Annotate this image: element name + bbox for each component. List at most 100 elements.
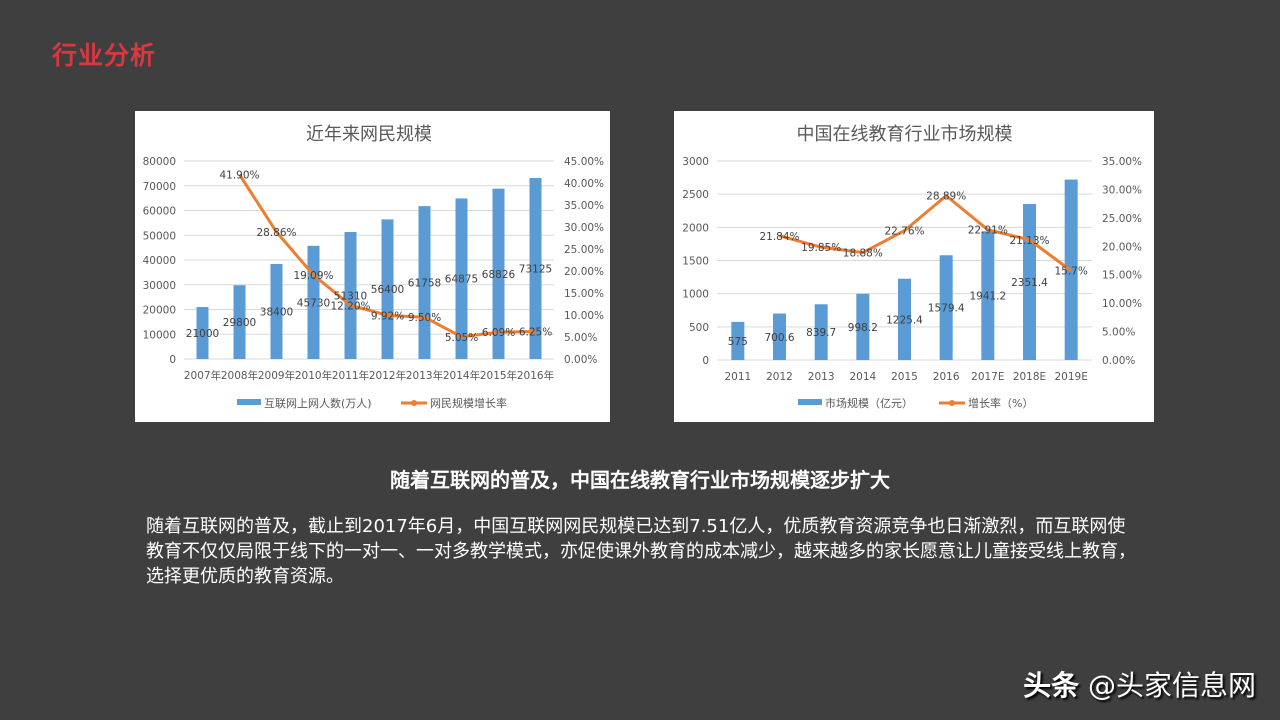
bar-value-label: 839.7 [806, 327, 836, 339]
bar-value-label: 38400 [260, 306, 293, 318]
bar [731, 321, 745, 360]
bar [233, 285, 246, 359]
x-tick: 2012 [766, 371, 793, 383]
x-tick: 2011年 [332, 369, 369, 382]
line-value-label: 19.85% [801, 242, 841, 254]
x-tick: 2015年 [480, 369, 517, 382]
x-tick: 2008年 [221, 369, 258, 382]
legend-bar-label: 市场规模（亿元） [825, 396, 913, 410]
y-right-tick: 5.00% [1102, 327, 1135, 339]
line-value-label: 21.13% [1009, 235, 1049, 247]
y-left-tick: 20000 [143, 305, 176, 317]
bar-value-label: 56400 [371, 284, 404, 296]
y-left-tick: 3000 [682, 156, 709, 168]
y-right-tick: 0.00% [1102, 355, 1135, 367]
bar-value-label: 68826 [482, 269, 516, 281]
legend-line-marker [411, 400, 417, 406]
bar-value-label: 998.2 [848, 322, 878, 334]
y-left-tick: 2500 [682, 189, 709, 201]
bar-value-label: 64875 [445, 274, 478, 286]
y-left-tick: 2000 [682, 222, 709, 234]
y-right-tick: 35.00% [1102, 156, 1142, 168]
bar-value-label: 2351.4 [1011, 277, 1048, 289]
line-value-label: 41.90% [219, 170, 259, 182]
line-value-label: 28.89% [926, 191, 966, 203]
y-right-tick: 15.00% [564, 288, 604, 300]
x-tick: 2018E [1013, 371, 1046, 383]
chart-online-education-plot: 中国在线教育行业市场规模 0 500 1000 1500 2000 2500 3000 0.00… [682, 124, 1142, 410]
body-paragraph: 随着互联网的普及，截止到2017年6月，中国互联网网民规模已达到7.51亿人，优… [146, 516, 1136, 587]
y-left-tick: 500 [689, 322, 709, 334]
bar-value-label: 1941.2 [969, 291, 1006, 303]
chart-online-education-market: 中国在线教育行业市场规模 0 500 1000 1500 2000 2500 3000 0.00… [674, 111, 1154, 422]
line-value-label: 6.09% [482, 327, 515, 339]
line-value-label: 5.05% [445, 332, 478, 344]
line-value-label: 9.92% [371, 310, 404, 322]
line-value-label: 21.84% [759, 231, 799, 243]
y-right-tick: 30.00% [1102, 184, 1142, 196]
legend-bar-swatch [798, 399, 822, 405]
x-tick: 2010年 [295, 369, 332, 382]
y-left-tick: 1500 [682, 256, 709, 268]
y-right-tick: 35.00% [564, 200, 604, 212]
y-right-tick: 25.00% [564, 244, 604, 256]
watermark-brand: 头条 [1023, 669, 1080, 702]
y-left-tick: 80000 [143, 156, 176, 168]
y-left-tick: 40000 [143, 255, 176, 267]
bar-value-label: 21000 [186, 328, 219, 340]
bar [814, 304, 828, 360]
page-title: 行业分析 [52, 41, 157, 70]
y-right-tick: 30.00% [564, 222, 604, 234]
line-value-label: 18.88% [843, 248, 883, 260]
line-value-label: 12.20% [330, 300, 370, 312]
bar [939, 255, 953, 360]
bar-value-label: 45730 [297, 297, 330, 309]
x-tick: 2015 [891, 371, 918, 383]
line-value-label: 28.86% [256, 227, 296, 239]
watermark: 头条 @头家信息网 [1023, 664, 1256, 704]
y-right-tick: 25.00% [1102, 213, 1142, 225]
x-tick: 2013 [808, 371, 835, 383]
bar-value-label: 1579.4 [928, 303, 965, 315]
bar-value-label: 61758 [408, 278, 441, 290]
chart-internet-users-plot: 近年来网民规模 0 10000 20000 30000 40000 50000 60000 70… [143, 124, 604, 410]
y-right-tick: 20.00% [1102, 241, 1142, 253]
y-left-tick: 0 [702, 355, 709, 367]
bar-value-label: 51310 [334, 291, 367, 303]
bar [455, 198, 468, 359]
bar [898, 278, 911, 360]
y-right-tick: 45.00% [564, 156, 604, 168]
y-left-tick: 10000 [143, 329, 176, 341]
line-value-label: 22.76% [884, 226, 924, 238]
bar [344, 232, 357, 359]
line-value-label: 15.7% [1054, 266, 1087, 278]
y-right-tick: 10.00% [1102, 298, 1142, 310]
x-tick: 2016 [933, 371, 960, 383]
y-left-tick: 1000 [682, 289, 709, 301]
x-tick: 2019E [1054, 371, 1087, 383]
line-value-label: 9.50% [408, 312, 441, 324]
line-value-label: 6.25% [519, 327, 552, 339]
bar [270, 263, 283, 359]
y-right-tick: 40.00% [564, 178, 604, 190]
bar-value-label: 29800 [223, 317, 256, 329]
bar [773, 313, 786, 360]
legend-bar-label: 互联网上网人数(万人) [264, 397, 372, 410]
bar [418, 206, 431, 359]
bar-value-label: 1225.4 [886, 314, 923, 326]
bar [492, 188, 505, 359]
bar [381, 219, 394, 359]
y-right-tick: 15.00% [1102, 270, 1142, 282]
line-value-label: 19.09% [293, 270, 333, 282]
bar [196, 307, 209, 359]
legend-bar-swatch [237, 399, 261, 405]
bar-value-label: 575 [728, 336, 748, 348]
x-tick: 2014年 [443, 369, 480, 382]
line-value-label: 22.91% [968, 225, 1008, 237]
x-tick: 2011 [724, 371, 751, 383]
bar-value-label: 73125 [519, 264, 552, 276]
x-tick: 2016年 [517, 369, 554, 382]
y-right-tick: 20.00% [564, 266, 604, 278]
bar [529, 178, 542, 359]
y-right-tick: 5.00% [564, 332, 597, 344]
